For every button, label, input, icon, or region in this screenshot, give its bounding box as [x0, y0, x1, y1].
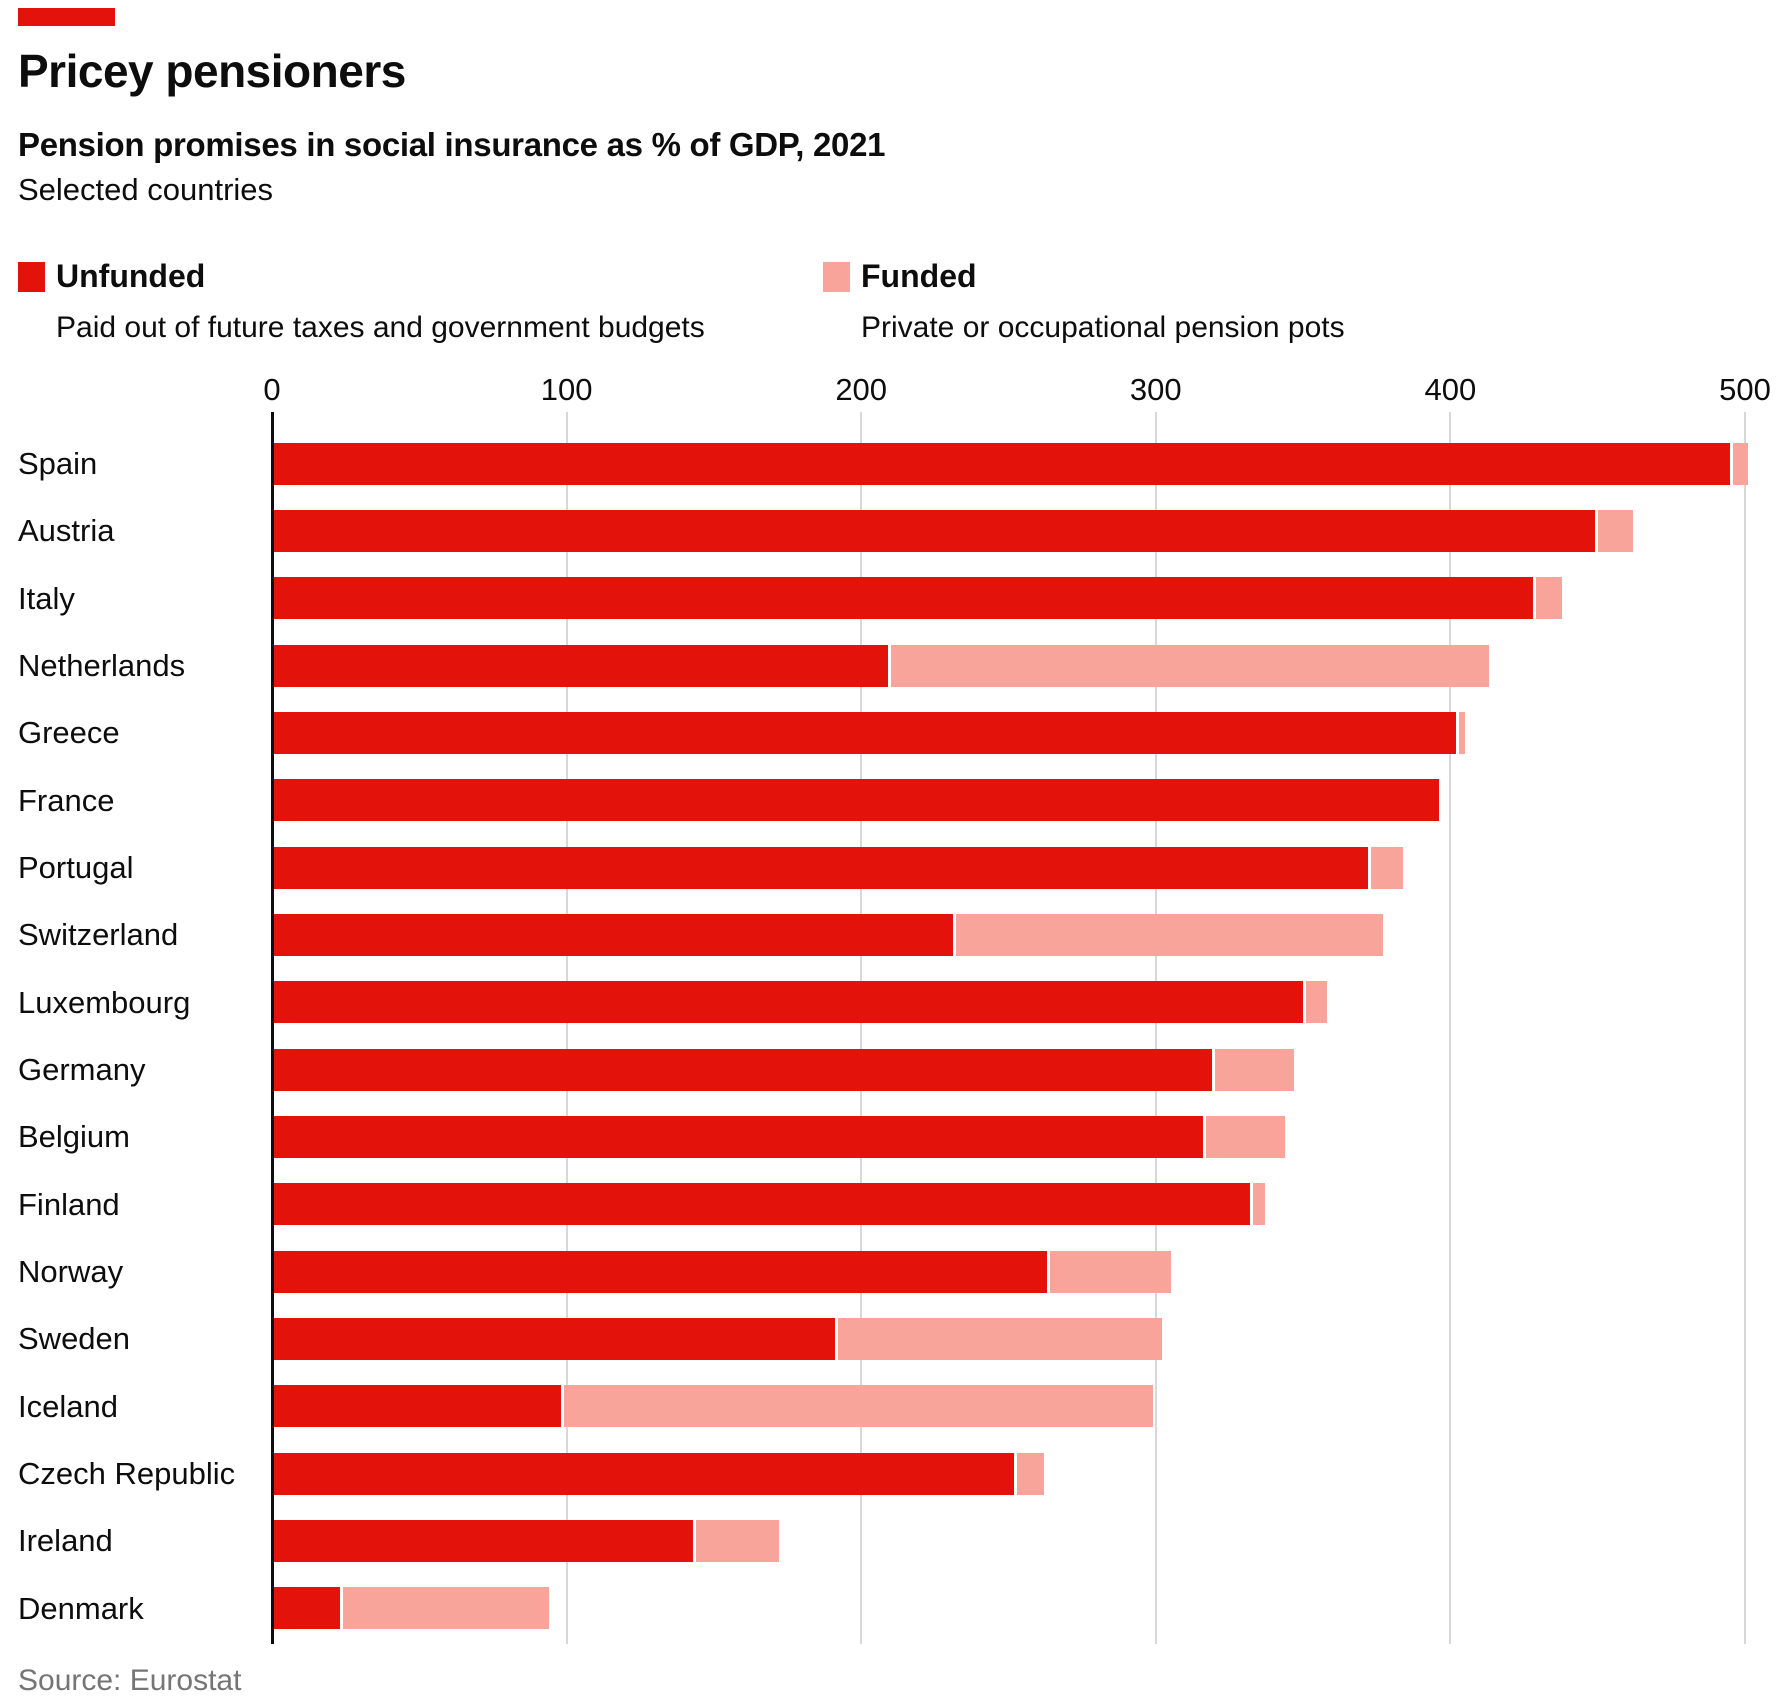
country-label: Belgium	[18, 1119, 130, 1155]
country-label: Greece	[18, 715, 120, 751]
funded-bar-segment	[887, 644, 1489, 687]
funded-bar-segment	[1730, 442, 1748, 485]
unfunded-bar-segment	[274, 846, 1368, 889]
unfunded-bar-segment	[274, 1183, 1251, 1226]
country-label: Iceland	[18, 1388, 118, 1424]
country-label: Austria	[18, 513, 115, 549]
unfunded-bar-segment	[274, 577, 1533, 620]
gridline-x-300	[1154, 412, 1157, 1644]
country-label: Luxembourg	[18, 984, 191, 1020]
funded-bar-segment	[1456, 711, 1466, 754]
bar-row-denmark: Denmark	[0, 1575, 1784, 1642]
x-axis-tick-label-500: 500	[1719, 372, 1771, 407]
legend-item-unfunded: Unfunded Paid out of future taxes and go…	[18, 258, 705, 345]
legend-label-funded: Funded	[861, 258, 977, 294]
x-axis-tick-label-300: 300	[1129, 372, 1182, 407]
unfunded-bar-segment	[274, 779, 1439, 822]
x-axis-tick-label-0: 0	[263, 372, 281, 407]
country-label: Finland	[18, 1186, 120, 1222]
bar-row-germany: Germany	[0, 1036, 1784, 1103]
gridline-x-100	[565, 412, 568, 1644]
bar-row-czech-republic: Czech Republic	[0, 1440, 1784, 1507]
y-axis-line	[271, 412, 274, 1644]
unfunded-bar-segment	[274, 981, 1304, 1024]
funded-bar-segment	[560, 1385, 1153, 1428]
legend-description-funded: Private or occupational pension pots	[861, 311, 1345, 344]
unfunded-bar-segment	[274, 644, 888, 687]
funded-bar-segment	[1594, 509, 1634, 552]
unfunded-bar-segment	[274, 913, 953, 956]
bar-row-greece: Greece	[0, 699, 1784, 766]
unfunded-bar-segment	[274, 1385, 561, 1428]
unfunded-bar-segment	[274, 711, 1457, 754]
country-label: Czech Republic	[18, 1456, 236, 1491]
bar-row-switzerland: Switzerland	[0, 901, 1784, 968]
country-label: Italy	[18, 580, 75, 616]
bar-row-ireland: Ireland	[0, 1507, 1784, 1574]
funded-bar-segment	[1046, 1250, 1171, 1293]
source-credit: Source: Eurostat	[18, 1664, 242, 1697]
unfunded-bar-segment	[274, 509, 1595, 552]
bar-row-norway: Norway	[0, 1238, 1784, 1305]
bar-row-sweden: Sweden	[0, 1305, 1784, 1372]
legend-item-funded: Funded Private or occupational pension p…	[823, 258, 1345, 345]
bar-row-portugal: Portugal	[0, 834, 1784, 901]
unfunded-bar-segment	[274, 1250, 1047, 1293]
funded-bar-segment	[1202, 1115, 1286, 1158]
funded-bar-segment	[1014, 1452, 1044, 1495]
funded-bar-segment	[693, 1519, 779, 1562]
unfunded-bar-segment	[274, 1115, 1203, 1158]
funded-bar-segment	[952, 913, 1383, 956]
bar-row-iceland: Iceland	[0, 1373, 1784, 1440]
bar-row-netherlands: Netherlands	[0, 632, 1784, 699]
unfunded-bar-segment	[274, 1587, 340, 1630]
bar-row-belgium: Belgium	[0, 1103, 1784, 1170]
unfunded-bar-segment	[274, 1452, 1015, 1495]
funded-bar-segment	[834, 1317, 1162, 1360]
unfunded-bar-segment	[274, 1519, 694, 1562]
chart-note: Selected countries	[18, 172, 274, 207]
country-label: Sweden	[18, 1321, 131, 1357]
funded-bar-segment	[1367, 846, 1404, 889]
country-label: Spain	[18, 446, 98, 481]
chart-subtitle: Pension promises in social insurance as …	[18, 126, 886, 163]
unfunded-bar-segment	[274, 1317, 835, 1360]
page-title: Pricey pensioners	[18, 45, 406, 97]
country-label: Denmark	[18, 1590, 144, 1626]
funded-bar-segment	[1303, 981, 1327, 1024]
funded-bar-segment	[1250, 1183, 1265, 1226]
gridline-x-200	[860, 412, 863, 1644]
country-label: Ireland	[18, 1523, 113, 1559]
bar-row-finland: Finland	[0, 1171, 1784, 1238]
legend-swatch-funded-icon	[823, 261, 850, 292]
funded-bar-segment	[1211, 1048, 1295, 1091]
funded-bar-segment	[339, 1587, 549, 1630]
legend-swatch-unfunded-icon	[18, 261, 45, 292]
bar-row-france: France	[0, 767, 1784, 834]
unfunded-bar-segment	[274, 442, 1731, 485]
country-label: Portugal	[18, 850, 134, 885]
x-axis-tick-label-400: 400	[1424, 372, 1477, 407]
country-label: Germany	[18, 1052, 146, 1087]
legend-label-unfunded: Unfunded	[56, 258, 206, 294]
x-axis-tick-label-100: 100	[540, 372, 593, 407]
x-axis-tick-label-200: 200	[835, 372, 888, 407]
country-label: Netherlands	[18, 648, 186, 683]
country-label: Norway	[18, 1254, 124, 1289]
legend-description-unfunded: Paid out of future taxes and government …	[56, 311, 705, 344]
bar-row-italy: Italy	[0, 565, 1784, 632]
bar-row-spain: Spain	[0, 430, 1784, 497]
country-label: France	[18, 782, 115, 818]
funded-bar-segment	[1532, 577, 1563, 620]
bar-row-luxembourg: Luxembourg	[0, 969, 1784, 1036]
bar-row-austria: Austria	[0, 497, 1784, 564]
unfunded-bar-segment	[274, 1048, 1212, 1091]
country-label: Switzerland	[18, 917, 179, 953]
gridline-x-500	[1744, 412, 1746, 1644]
accent-bar	[18, 8, 115, 26]
gridline-x-400	[1449, 412, 1452, 1644]
